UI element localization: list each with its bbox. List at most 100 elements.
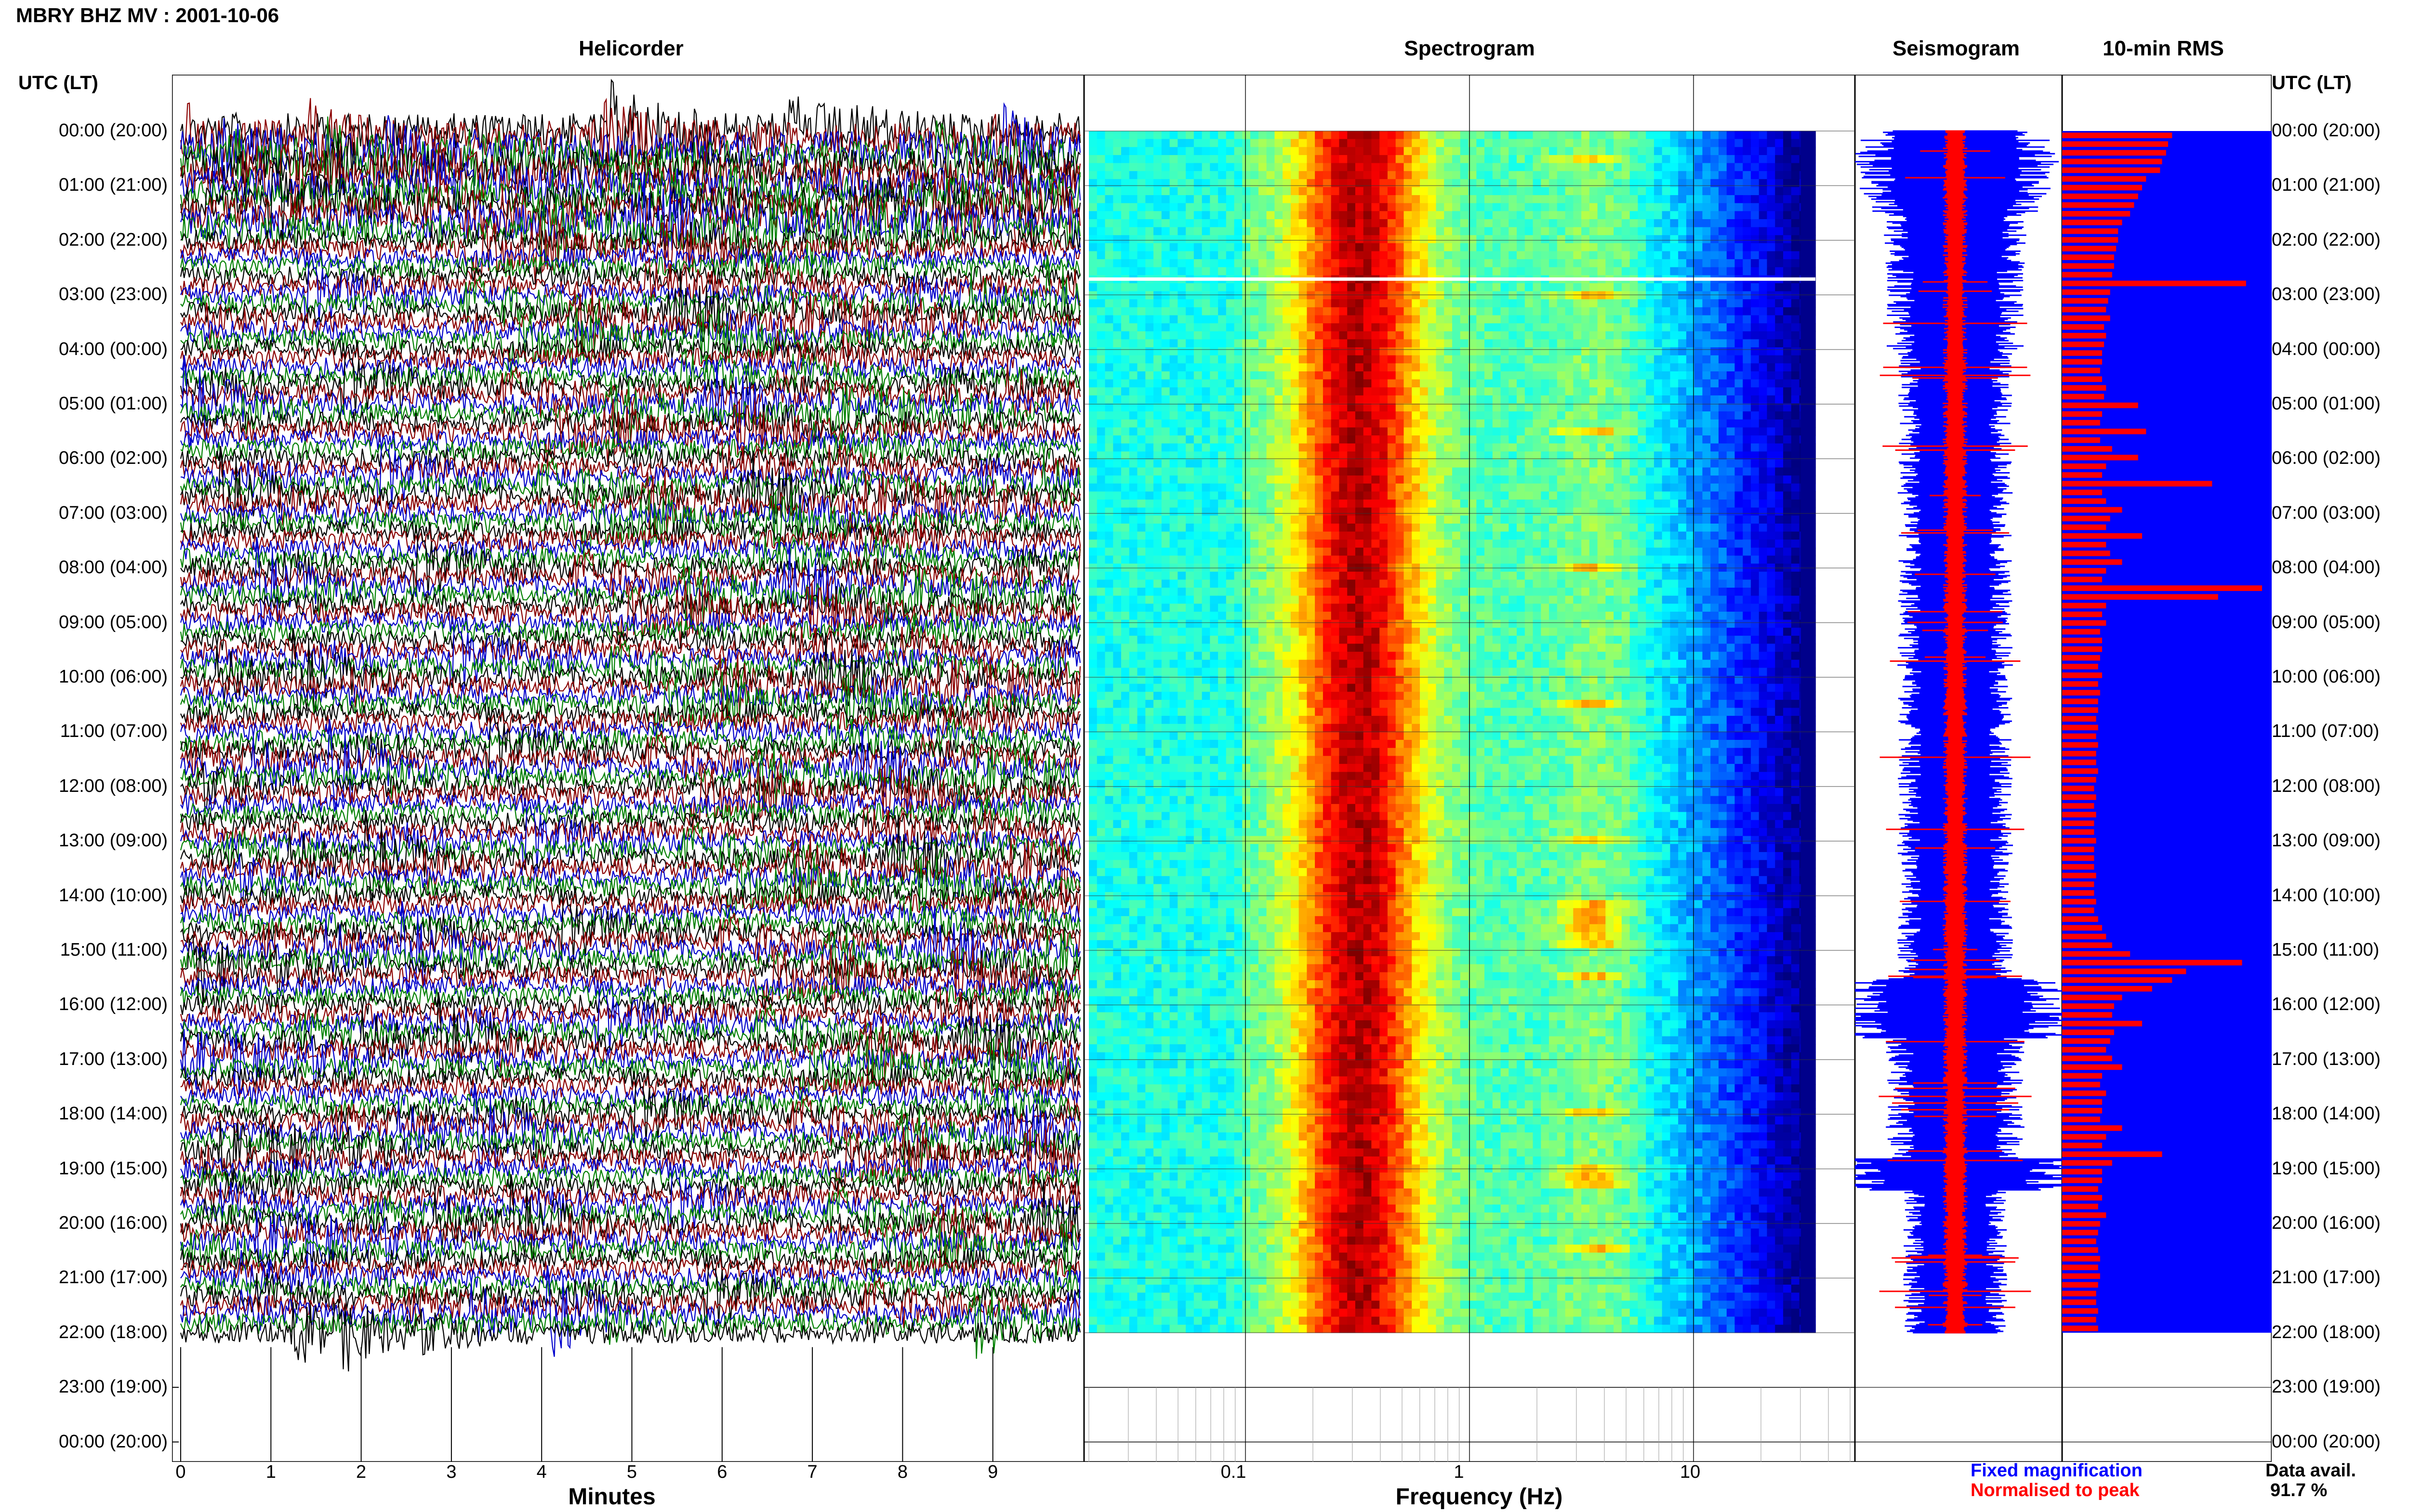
rms-bar [2062, 1195, 2102, 1201]
left-hour-label: 05:00 (01:00) [58, 394, 168, 414]
left-hour-label: 18:00 (14:00) [58, 1104, 168, 1124]
rms-bar [2062, 620, 2106, 626]
helicorder-trace [180, 792, 1081, 817]
left-hour-label: 00:00 (20:00) [58, 1431, 168, 1452]
rms-bar [2062, 864, 2094, 870]
rms-bar [2062, 838, 2096, 844]
rms-bar [2062, 655, 2100, 661]
right-hour-label: 22:00 (18:00) [2272, 1322, 2381, 1342]
rms-bar [2062, 672, 2102, 678]
helicorder-trace [180, 1186, 1081, 1237]
rms-bar [2062, 428, 2146, 434]
rms-bar [2062, 141, 2168, 147]
right-hour-label: 03:00 (23:00) [2272, 284, 2381, 305]
rms-bar [2062, 228, 2118, 234]
rms-bar [2062, 202, 2134, 208]
rms-bar [2062, 1247, 2098, 1253]
helicorder-trace [180, 97, 1081, 180]
rms-bar [2062, 1099, 2102, 1105]
right-hour-label: 09:00 (05:00) [2272, 612, 2381, 632]
rms-bar [2062, 733, 2096, 739]
right-hour-label: 11:00 (07:00) [2272, 721, 2380, 742]
helicorder-trace [180, 439, 1081, 485]
helicorder-trace [180, 561, 1081, 634]
helicorder-trace [180, 355, 1081, 447]
rms-bar [2062, 1143, 2102, 1148]
helicorder-trace [180, 628, 1081, 720]
left-hour-label: 09:00 (05:00) [58, 612, 168, 632]
left-hour-label: 13:00 (09:00) [58, 830, 168, 851]
rms-bar [2062, 1177, 2102, 1183]
minutes-tick-label: 0 [175, 1462, 186, 1482]
rms-bar [2062, 716, 2096, 722]
freq-tick-10: 10 [1680, 1462, 1701, 1482]
page-title: MBRY BHZ MV : 2001-10-06 [16, 4, 279, 26]
rms-bar [2062, 664, 2098, 670]
helicorder-trace [180, 621, 1081, 667]
rms-bar [2062, 768, 2098, 774]
left-hour-label: 03:00 (23:00) [58, 284, 168, 305]
rms-bar [2062, 646, 2102, 652]
rms-bar [2062, 977, 2172, 983]
rms-bar [2062, 150, 2166, 156]
helicorder-trace [180, 1165, 1081, 1236]
right-hour-label: 02:00 (22:00) [2272, 229, 2381, 250]
rms-bar [2062, 1256, 2100, 1262]
helicorder-trace [180, 1036, 1081, 1105]
rms-bar [2062, 690, 2100, 696]
helicorder-trace [180, 79, 1081, 177]
helicorder-trace [180, 1299, 1081, 1372]
left-hour-label: 12:00 (08:00) [58, 776, 168, 796]
rms-bar [2062, 1169, 2102, 1175]
helicorder-trace [180, 219, 1081, 263]
rms-bar [2062, 289, 2110, 295]
rms-bar [2062, 211, 2131, 217]
helicorder-trace [180, 1127, 1081, 1196]
rms-bar [2062, 637, 2102, 644]
left-hour-label: 23:00 (19:00) [58, 1377, 168, 1397]
rms-bar [2062, 1264, 2098, 1270]
legend-fixed-magnification: Fixed magnification [1971, 1460, 2143, 1481]
right-hour-label: 00:00 (20:00) [2272, 120, 2381, 141]
rms-title: 10-min RMS [2103, 37, 2224, 60]
data-availability-value: 91.7 % [2270, 1480, 2328, 1500]
rms-bar [2062, 899, 2096, 905]
rms-bar [2062, 350, 2102, 356]
rms-bar [2062, 315, 2110, 321]
rms-bar [2062, 158, 2162, 165]
rms-bar [2062, 890, 2094, 896]
helicorder-trace [180, 1218, 1081, 1287]
helicorder-trace [180, 877, 1081, 929]
rms-bar [2062, 237, 2118, 243]
helicorder-trace [180, 731, 1081, 782]
rms-bar [2062, 629, 2100, 635]
rms-bar [2062, 463, 2106, 469]
rms-bar [2062, 324, 2105, 330]
helicorder-trace [180, 640, 1081, 691]
rms-bar [2062, 1273, 2100, 1279]
left-hour-label: 00:00 (20:00) [58, 120, 168, 141]
helicorder-trace [180, 246, 1081, 271]
right-hour-label: 17:00 (13:00) [2272, 1049, 2381, 1069]
helicorder-trace [180, 102, 1081, 185]
helicorder-trace [180, 489, 1081, 559]
right-hour-label: 08:00 (04:00) [2272, 557, 2381, 578]
rms-bar [2062, 1117, 2100, 1122]
seismogram-normalised-trace [1879, 130, 2032, 1334]
rms-bar [2062, 333, 2106, 339]
helicorder-trace [180, 992, 1081, 1084]
helicorder-trace [180, 604, 1081, 656]
minutes-tick-label: 2 [356, 1462, 367, 1482]
helicorder-trace [180, 822, 1081, 873]
left-hour-label: 06:00 (02:00) [58, 448, 168, 469]
helicorder-trace [180, 719, 1081, 811]
helicorder-trace [180, 1250, 1081, 1302]
helicorder-trace [180, 786, 1081, 838]
left-hour-label: 11:00 (07:00) [60, 721, 168, 742]
helicorder-trace [180, 901, 1081, 993]
helicorder-plot [172, 75, 1084, 1462]
rms-bar [2062, 1073, 2102, 1079]
rms-bar [2062, 359, 2102, 365]
helicorder-trace [180, 307, 1081, 377]
helicorder-trace [180, 1026, 1081, 1099]
